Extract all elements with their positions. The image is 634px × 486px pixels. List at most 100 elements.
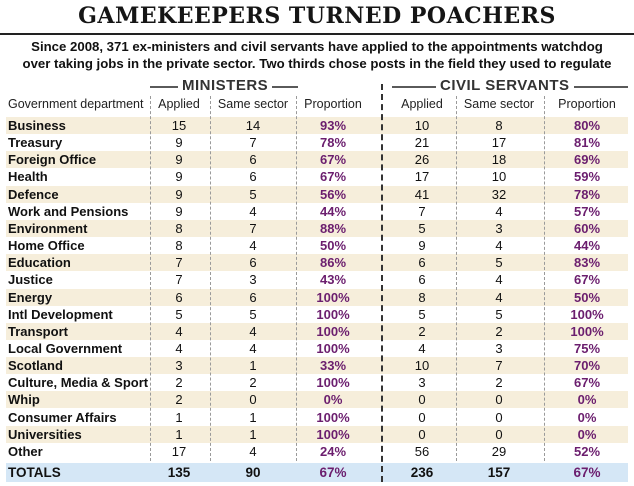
- totals-ministers-applied: 135: [167, 465, 191, 480]
- ministers-same-sector: 7: [249, 220, 257, 236]
- table-row: Education 7 6 86% 6 5 83%: [6, 254, 628, 272]
- civil-applied: 21: [414, 135, 430, 151]
- civil-applied: 7: [418, 203, 426, 219]
- headline: GAMEKEEPERS TURNED POACHERS: [78, 3, 556, 29]
- civil-same-sector: 4: [495, 238, 503, 254]
- ministers-same-sector: 3: [249, 272, 257, 288]
- table-row: Health 9 6 67% 17 10 59%: [6, 168, 628, 185]
- ministers-same-sector: 6: [249, 255, 257, 271]
- civil-proportion: 67%: [573, 375, 601, 391]
- ministers-proportion: 100%: [316, 323, 350, 339]
- civil-same-sector: 7: [495, 358, 503, 374]
- civil-applied: 56: [414, 443, 430, 459]
- subtitle-line-2: over taking jobs in the private sector. …: [22, 56, 612, 71]
- civil-applied: 3: [418, 375, 426, 391]
- civil-same-sector: 4: [495, 289, 503, 305]
- department-name: Energy: [8, 289, 53, 305]
- ministers-applied: 9: [175, 152, 183, 168]
- table-row: Work and Pensions 9 4 44% 7 4 57%: [6, 203, 628, 220]
- civil-applied: 8: [418, 289, 426, 305]
- table-row: Universities 1 1 100% 0 0 0%: [6, 425, 628, 443]
- table-row: Whip 2 0 0% 0 0 0%: [6, 391, 628, 409]
- civil-proportion: 83%: [573, 255, 601, 271]
- ministers-applied: 8: [175, 220, 183, 236]
- ministers-same-sector: 1: [249, 426, 257, 442]
- totals-civil-proportion: 67%: [573, 465, 601, 480]
- ministers-same-sector: 6: [249, 289, 257, 305]
- civil-proportion: 60%: [573, 220, 601, 236]
- department-name: Other: [8, 443, 43, 459]
- civil-proportion: 50%: [573, 289, 601, 305]
- ministers-proportion: 78%: [319, 135, 347, 151]
- ministers-applied: 1: [175, 409, 183, 425]
- ministers-applied: 15: [171, 118, 187, 133]
- divider-line: [296, 96, 297, 461]
- col-header-ministers-proportion: Proportion: [304, 97, 362, 111]
- col-header-ministers-same-sector: Same sector: [217, 97, 289, 111]
- ministers-applied: 2: [175, 375, 183, 391]
- ministers-same-sector: 4: [249, 203, 257, 219]
- ministers-proportion: 0%: [323, 392, 343, 408]
- civil-applied: 0: [418, 426, 426, 442]
- civil-proportion: 75%: [573, 340, 601, 356]
- civil-proportion: 81%: [573, 135, 601, 151]
- ministers-proportion: 67%: [319, 169, 347, 185]
- civil-proportion: 59%: [573, 169, 601, 185]
- totals-civil-same-sector: 157: [487, 465, 511, 480]
- civil-same-sector: 3: [495, 220, 503, 236]
- ministers-proportion: 50%: [319, 238, 347, 254]
- divider-line: [150, 96, 151, 461]
- ministers-applied: 3: [175, 358, 183, 374]
- department-name: Home Office: [8, 238, 85, 254]
- ministers-applied: 1: [175, 426, 183, 442]
- civil-same-sector: 3: [495, 340, 503, 356]
- group-divider-line: [381, 84, 383, 482]
- ministers-same-sector: 1: [249, 358, 257, 374]
- ministers-proportion: 67%: [319, 152, 347, 168]
- department-name: Environment: [8, 220, 88, 236]
- civil-applied: 6: [418, 272, 426, 288]
- ministers-same-sector: 2: [249, 375, 257, 391]
- ministers-applied: 9: [175, 135, 183, 151]
- department-name: Defence: [8, 186, 59, 202]
- ministers-same-sector: 4: [249, 238, 257, 254]
- table-row: Transport 4 4 100% 2 2 100%: [6, 322, 628, 340]
- civil-proportion: 100%: [570, 306, 604, 322]
- civil-applied: 26: [414, 152, 430, 168]
- department-name: Transport: [8, 323, 68, 339]
- divider-line: [210, 96, 211, 461]
- ministers-applied: 9: [175, 186, 183, 202]
- department-name: Intl Development: [8, 306, 113, 322]
- ministers-proportion: 100%: [316, 289, 350, 305]
- civil-proportion: 0%: [577, 392, 597, 408]
- ministers-proportion: 56%: [319, 186, 347, 202]
- table-row: Energy 6 6 100% 8 4 50%: [6, 288, 628, 306]
- table-row: Other 17 4 24% 56 29 52%: [6, 443, 628, 460]
- civil-applied: 10: [414, 358, 430, 374]
- civil-applied: 5: [418, 306, 426, 322]
- civil-same-sector: 29: [491, 443, 507, 459]
- ministers-proportion: 100%: [316, 409, 350, 425]
- ministers-applied: 7: [175, 272, 183, 288]
- civil-same-sector: 10: [491, 169, 507, 185]
- civil-applied: 6: [418, 255, 426, 271]
- totals-civil-applied: 236: [410, 465, 434, 480]
- ministers-same-sector: 5: [249, 186, 257, 202]
- department-name: Work and Pensions: [8, 203, 129, 219]
- table-row: Culture, Media & Sport 2 2 100% 3 2 67%: [6, 374, 628, 391]
- civil-proportion: 100%: [570, 323, 604, 339]
- ministers-applied: 8: [175, 238, 183, 254]
- department-name: Scotland: [8, 358, 63, 374]
- ministers-applied: 5: [175, 306, 183, 322]
- ministers-applied: 7: [175, 255, 183, 271]
- civil-same-sector: 18: [491, 152, 507, 168]
- ministers-proportion: 43%: [319, 272, 347, 288]
- subtitle-line-1: Since 2008, 371 ex-ministers and civil s…: [31, 39, 603, 54]
- headline-banner: [0, 0, 634, 35]
- ministers-proportion: 93%: [319, 118, 347, 133]
- civil-same-sector: 8: [495, 118, 503, 133]
- col-header-civil-applied: Applied: [401, 97, 443, 111]
- totals-row: TOTALS 135 90 67% 236 157 67%: [6, 463, 628, 482]
- department-name: Universities: [8, 426, 82, 442]
- ministers-applied: 4: [175, 340, 183, 356]
